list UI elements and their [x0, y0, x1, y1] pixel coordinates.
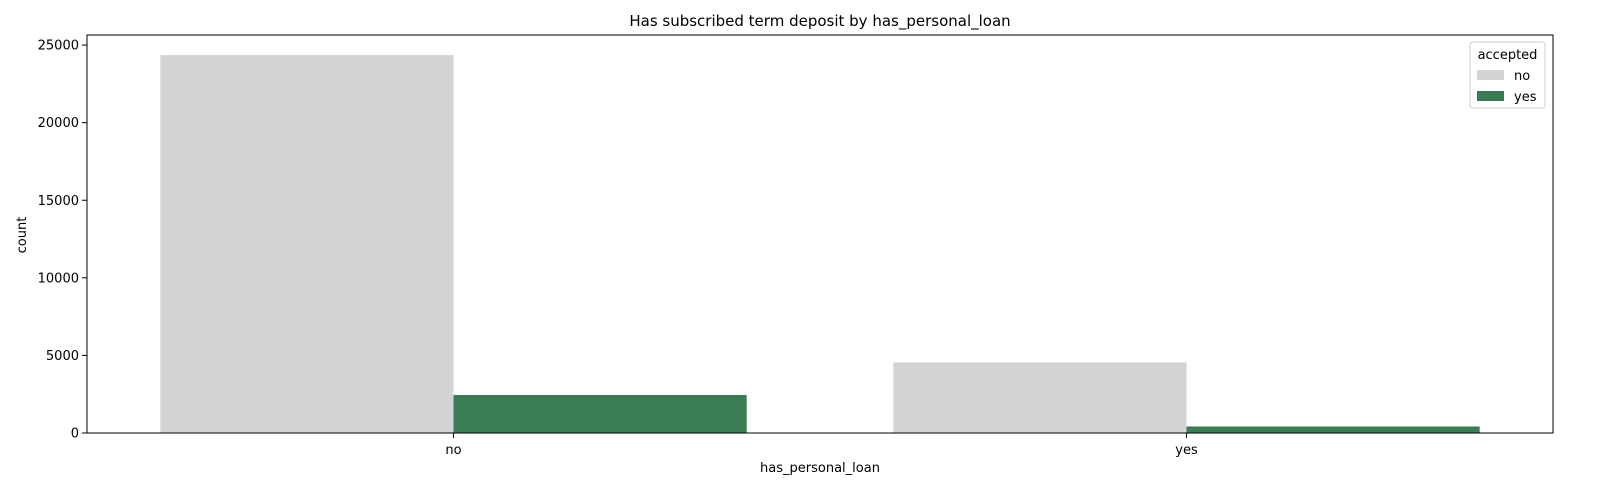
y-tick-label: 5000: [46, 349, 79, 364]
bar-yes-no: [453, 394, 747, 433]
plot-frame: [86, 34, 1554, 434]
legend-swatch-no: [1477, 70, 1504, 80]
bar-no-yes: [893, 362, 1187, 433]
legend-label-yes: yes: [1514, 90, 1537, 105]
y-tick-label: 15000: [38, 194, 79, 209]
legend-label-no: no: [1514, 69, 1530, 84]
y-tick-label: 25000: [38, 39, 79, 54]
y-tick-label: 0: [71, 427, 79, 442]
legend-title: accepted: [1478, 48, 1538, 63]
legend: accepted no yes: [1469, 41, 1546, 109]
y-axis-label: count: [15, 217, 30, 254]
x-tick-label: no: [445, 443, 461, 458]
y-tick-label: 20000: [38, 116, 79, 131]
y-tick-label: 10000: [38, 271, 79, 286]
x-axis-label: has_personal_loan: [760, 461, 880, 476]
x-tick-label: yes: [1175, 443, 1198, 458]
chart-title: Has subscribed term deposit by has_perso…: [629, 12, 1010, 31]
bar-yes-yes: [1186, 426, 1480, 433]
legend-swatch-yes: [1477, 91, 1504, 101]
bar-no-no: [160, 55, 454, 433]
